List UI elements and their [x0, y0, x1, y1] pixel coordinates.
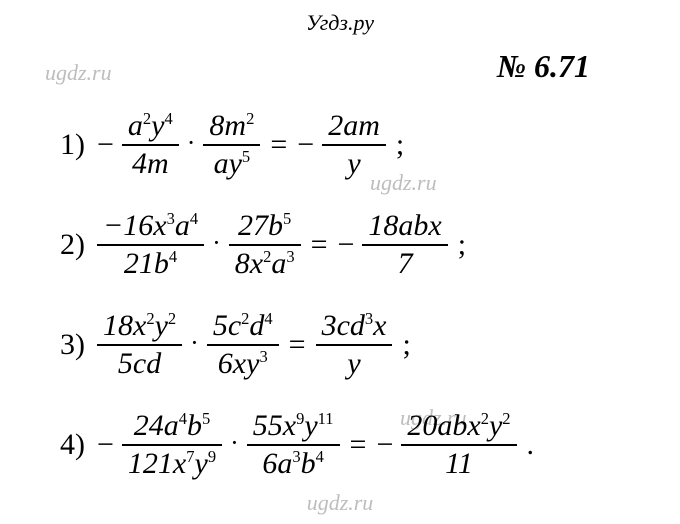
terminator: ;	[458, 228, 466, 262]
numerator: 20abx2y2	[401, 410, 516, 442]
equation-row: 2) −16x3a4 21b4 · 27b5 8x2a3 =−18abx 7;	[60, 210, 472, 279]
site-header: Угдз.ру	[0, 10, 680, 36]
fraction-bar	[401, 444, 516, 446]
denominator: y	[341, 148, 366, 180]
equation-row: 1)−a2y44m·8m2ay5=−2amy;	[60, 110, 410, 179]
terminator: ;	[396, 128, 404, 162]
equals-sign: =	[289, 328, 306, 362]
multiply-dot: ·	[212, 228, 221, 258]
fraction: 8m2ay5	[203, 110, 260, 179]
fraction-bar	[97, 344, 182, 346]
fraction-bar	[229, 244, 301, 246]
fraction-bar	[122, 444, 222, 446]
minus-sign: −	[337, 228, 354, 262]
fraction-bar	[247, 444, 340, 446]
equals-sign: =	[311, 228, 328, 262]
fraction: 55x9y11 6a3b4	[247, 410, 340, 479]
equation-index: 1)	[60, 128, 85, 162]
denominator: 121x7y9	[122, 448, 222, 480]
fraction: 27b5 8x2a3	[229, 210, 301, 279]
numerator: 27b5	[232, 210, 297, 242]
denominator: 6a3b4	[256, 448, 330, 480]
fraction-bar	[362, 244, 447, 246]
minus-sign: −	[97, 128, 114, 162]
fraction-bar	[207, 344, 279, 346]
fraction-bar	[322, 144, 386, 146]
numerator: 2am	[322, 110, 386, 142]
fraction-bar	[97, 244, 204, 246]
denominator: 21b4	[118, 248, 183, 280]
fraction: −16x3a4 21b4	[97, 210, 204, 279]
footer-watermark: ugdz.ru	[0, 490, 680, 516]
multiply-dot: ·	[230, 428, 239, 458]
watermark-text: ugdz.ru	[45, 60, 112, 86]
minus-sign: −	[97, 428, 114, 462]
denominator: y	[341, 348, 366, 380]
numerator: −16x3a4	[97, 210, 204, 242]
denominator: 5cd	[112, 348, 167, 380]
minus-sign: −	[297, 128, 314, 162]
terminator: .	[527, 428, 535, 462]
denominator: 7	[392, 248, 419, 280]
fraction-bar	[122, 144, 179, 146]
fraction-bar	[203, 144, 260, 146]
fraction: 24a4b5 121x7y9	[122, 410, 222, 479]
numerator: 18x2y2	[97, 310, 182, 342]
terminator: ;	[402, 328, 410, 362]
denominator: 11	[439, 448, 479, 480]
problem-number: № 6.71	[497, 48, 590, 85]
page: Угдз.ру № 6.71 ugdz.ruugdz.ruugdz.ru 1)−…	[0, 0, 680, 524]
equation-row: 4)−24a4b5121x7y9·55x9y116a3b4=−20abx2y21…	[60, 410, 540, 479]
denominator: 8x2a3	[229, 248, 301, 280]
fraction: 3cd3x y	[316, 310, 393, 379]
numerator: 55x9y11	[247, 410, 340, 442]
fraction: 18abx 7	[362, 210, 447, 279]
denominator: 6xy3	[212, 348, 274, 380]
fraction: 5c2d4 6xy3	[207, 310, 279, 379]
equation-index: 4)	[60, 428, 85, 462]
equation-index: 2)	[60, 228, 85, 262]
numerator: 24a4b5	[128, 410, 217, 442]
numerator: 18abx	[362, 210, 447, 242]
fraction-bar	[316, 344, 393, 346]
multiply-dot: ·	[187, 128, 196, 158]
denominator: 4m	[126, 148, 175, 180]
fraction: 18x2y2 5cd	[97, 310, 182, 379]
denominator: ay5	[208, 148, 257, 180]
equation-index: 3)	[60, 328, 85, 362]
multiply-dot: ·	[190, 328, 199, 358]
equals-sign: =	[270, 128, 287, 162]
equals-sign: =	[350, 428, 367, 462]
fraction: 2am y	[322, 110, 386, 179]
numerator: 3cd3x	[316, 310, 393, 342]
minus-sign: −	[376, 428, 393, 462]
equation-row: 3) 18x2y2 5cd · 5c2d4 6xy3 = 3cd3x y;	[60, 310, 417, 379]
fraction: 20abx2y2 11	[401, 410, 516, 479]
fraction: a2y4 4m	[122, 110, 179, 179]
numerator: 8m2	[203, 110, 260, 142]
numerator: 5c2d4	[207, 310, 279, 342]
numerator: a2y4	[122, 110, 179, 142]
